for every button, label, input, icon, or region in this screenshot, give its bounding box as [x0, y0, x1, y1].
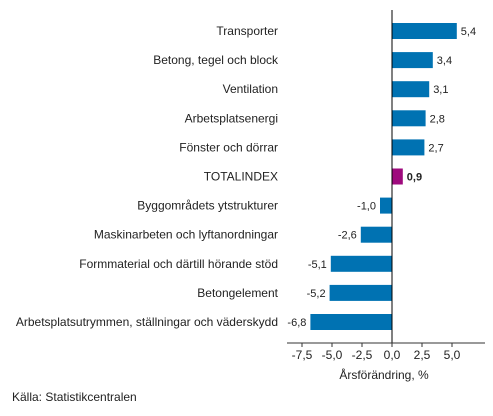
category-label: TOTALINDEX	[204, 170, 278, 184]
bar-1	[392, 52, 433, 69]
category-label: Betong, tegel och block	[153, 53, 279, 67]
bar-3	[392, 110, 426, 127]
value-label: -2,6	[338, 230, 357, 242]
value-label: 2,8	[430, 113, 445, 125]
value-label: 5,4	[461, 26, 476, 38]
x-tick-label: 5,0	[444, 348, 461, 362]
value-labels-group: 5,4 3,4 3,1 2,8 2,7 0,9 -1,0 -2,6 -5,1 -5,2 -6,8	[287, 26, 476, 329]
bar-0	[392, 23, 457, 39]
source-note: Källa: Statistikcentralen	[12, 390, 137, 404]
x-axis-title: Årsförändring, %	[339, 367, 429, 382]
category-label: Ventilation	[223, 82, 278, 96]
x-tick-label: -2,5	[352, 348, 373, 362]
bar-2	[392, 81, 430, 98]
category-labels-group: Transporter Betong, tegel och block Ventil…	[16, 24, 279, 329]
bar-4	[392, 139, 425, 156]
value-label: 0,9	[407, 172, 422, 184]
category-label: Formmaterial och därtill hörande stöd	[79, 257, 278, 271]
category-label: Fönster och dörrar	[179, 140, 278, 154]
bar-10	[310, 314, 392, 330]
value-label: -5,2	[307, 288, 326, 300]
value-label: 3,1	[433, 84, 448, 96]
x-tick-label: 2,5	[414, 348, 431, 362]
x-tick-label: -5,0	[322, 348, 343, 362]
value-label: 3,4	[437, 55, 452, 67]
value-label: -5,1	[308, 259, 327, 271]
value-label: -6,8	[287, 317, 306, 329]
value-label: -1,0	[357, 201, 376, 213]
bar-6	[380, 197, 392, 214]
category-label: Arbetsplatsutrymmen, ställningar och väd…	[16, 315, 278, 329]
x-axis: -7,5 -5,0 -2,5 0,0 2,5 5,0	[287, 10, 485, 362]
bar-7	[360, 226, 392, 243]
bar-5	[392, 168, 403, 185]
category-label: Betongelement	[197, 286, 278, 300]
category-label: Maskinarbeten och lyftanordningar	[94, 228, 278, 242]
category-label: Arbetsplatsenergi	[185, 111, 278, 125]
value-label: 2,7	[428, 142, 443, 154]
category-label: Byggområdets ytstrukturer	[137, 199, 278, 213]
bar-9	[329, 284, 392, 301]
x-tick-label: -7,5	[292, 348, 313, 362]
bars-group	[310, 23, 457, 330]
x-tick-label: 0,0	[384, 348, 401, 362]
bar-8	[330, 255, 392, 272]
category-label: Transporter	[216, 24, 278, 38]
